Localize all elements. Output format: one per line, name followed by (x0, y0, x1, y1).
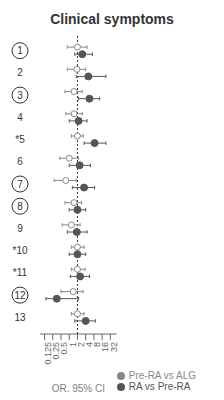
svg-text:*11: *11 (13, 267, 28, 278)
svg-text:0.25: 0.25 (51, 342, 62, 360)
svg-text:7: 7 (17, 179, 23, 190)
html-text:Clinical symptoms: Clinical symptoms (50, 11, 174, 27)
svg-text:8: 8 (92, 342, 103, 347)
svg-text:9: 9 (17, 223, 23, 234)
svg-text:6: 6 (17, 156, 23, 167)
html-text:RA vs Pre-RA: RA vs Pre-RA (128, 381, 191, 392)
svg-text:2: 2 (75, 342, 86, 347)
html-text:Pre-RA vs ALG: Pre-RA vs ALG (128, 370, 196, 381)
svg-text:32: 32 (109, 342, 119, 352)
svg-text:8: 8 (17, 201, 23, 212)
svg-text:OR, 95% CI: OR, 95% CI (52, 383, 105, 392)
svg-text:*5: *5 (15, 134, 25, 145)
svg-text:0.125: 0.125 (43, 342, 53, 365)
svg-text:*10: *10 (12, 245, 27, 256)
svg-text:13: 13 (14, 312, 26, 323)
svg-text:2: 2 (17, 67, 23, 78)
svg-text:3: 3 (17, 90, 23, 101)
svg-text:4: 4 (84, 342, 95, 347)
svg-text:16: 16 (100, 342, 111, 352)
svg-text:0.5: 0.5 (59, 342, 70, 355)
svg-text:4: 4 (17, 112, 23, 123)
svg-text:12: 12 (14, 290, 26, 301)
svg-text:1: 1 (67, 342, 78, 347)
svg-text:1: 1 (17, 45, 23, 56)
